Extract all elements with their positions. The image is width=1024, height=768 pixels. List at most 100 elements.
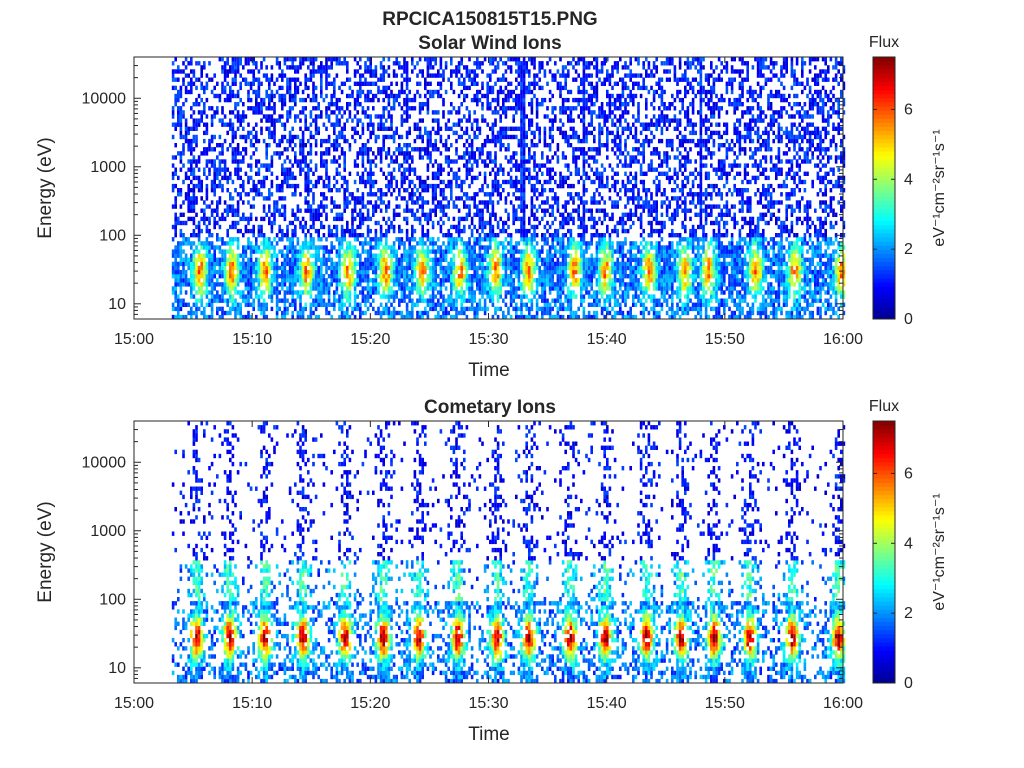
heatmap-cell — [546, 298, 549, 303]
heatmap-cell — [265, 175, 268, 181]
heatmap-cell — [299, 245, 302, 250]
heatmap-cell — [528, 151, 531, 156]
heatmap-cell — [255, 241, 258, 246]
heatmap-cell — [424, 286, 427, 291]
heatmap-cell — [538, 294, 541, 299]
heatmap-cell — [444, 306, 448, 312]
heatmap-cell — [460, 286, 463, 291]
heatmap-cell — [512, 253, 515, 258]
heatmap-cell — [434, 249, 437, 254]
heatmap-cell — [502, 143, 505, 148]
heatmap-cell — [210, 286, 214, 291]
heatmap-cell — [179, 89, 183, 95]
heatmap-cell — [177, 265, 180, 271]
heatmap-cell — [229, 118, 232, 123]
heatmap-cell — [418, 126, 422, 131]
heatmap-cell — [496, 298, 500, 303]
heatmap-cell — [470, 122, 474, 127]
heatmap-cell — [460, 57, 463, 62]
heatmap-cell — [366, 93, 370, 99]
heatmap-cell — [366, 106, 370, 111]
heatmap-cell — [221, 81, 224, 86]
heatmap-cell — [192, 134, 196, 140]
heatmap-cell — [400, 89, 404, 95]
heatmap-cell — [522, 85, 526, 91]
heatmap-cell — [242, 233, 245, 238]
heatmap-cell — [239, 228, 242, 234]
heatmap-cell — [327, 57, 331, 62]
heatmap-cell — [216, 212, 219, 217]
heatmap-cell — [294, 175, 297, 181]
heatmap-cell — [489, 224, 492, 230]
heatmap-cell — [525, 114, 528, 119]
heatmap-cell — [283, 212, 287, 217]
heatmap-cell — [210, 241, 214, 246]
heatmap-cell — [486, 97, 489, 103]
heatmap-cell — [330, 61, 333, 66]
heatmap-cell — [234, 237, 237, 242]
heatmap-cell — [192, 138, 196, 144]
heatmap-cell — [174, 306, 177, 312]
heatmap-cell — [366, 228, 370, 234]
heatmap-cell — [236, 175, 240, 181]
heatmap-cell — [216, 220, 219, 226]
heatmap-cell — [533, 159, 536, 164]
heatmap-cell — [343, 269, 346, 275]
heatmap-cell — [260, 282, 263, 287]
heatmap-cell — [424, 188, 427, 193]
heatmap-cell — [434, 57, 437, 62]
heatmap-cell — [392, 298, 396, 303]
heatmap-cell — [338, 57, 341, 62]
heatmap-cell — [239, 97, 242, 103]
heatmap-cell — [239, 85, 242, 91]
heatmap-cell — [473, 69, 476, 74]
heatmap-cell — [281, 274, 284, 279]
heatmap-cell — [395, 155, 398, 160]
heatmap-cell — [333, 245, 336, 250]
heatmap-cell — [405, 310, 409, 316]
heatmap-cell — [179, 130, 183, 136]
heatmap-cell — [257, 85, 261, 91]
heatmap-cell — [177, 65, 180, 70]
heatmap-cell — [525, 261, 528, 267]
heatmap-cell — [291, 106, 294, 111]
heatmap-cell — [229, 110, 232, 115]
heatmap-cell — [270, 212, 274, 217]
heatmap-cell — [499, 196, 502, 201]
heatmap-cell — [229, 257, 232, 262]
heatmap-cell — [483, 298, 487, 303]
heatmap-cell — [468, 151, 471, 156]
heatmap-cell — [538, 65, 541, 70]
heatmap-cell — [195, 274, 198, 279]
heatmap-cell — [439, 245, 443, 250]
heatmap-cell — [343, 163, 346, 168]
heatmap-cell — [327, 249, 331, 254]
heatmap-cell — [424, 265, 427, 271]
heatmap-cell — [450, 61, 453, 66]
heatmap-cell — [385, 249, 388, 254]
heatmap-cell — [366, 192, 370, 197]
heatmap-cell — [309, 110, 313, 115]
heatmap-cell — [439, 188, 443, 193]
heatmap-cell — [507, 89, 510, 95]
heatmap-cell — [426, 110, 430, 115]
heatmap-cell — [366, 294, 370, 299]
heatmap-cell — [190, 216, 193, 222]
heatmap-cell — [434, 175, 437, 181]
heatmap-cell — [372, 106, 375, 111]
heatmap-cell — [437, 93, 440, 99]
heatmap-cell — [504, 237, 508, 242]
heatmap-cell — [291, 286, 294, 291]
heatmap-cell — [429, 274, 432, 279]
heatmap-cell — [348, 93, 352, 99]
heatmap-cell — [395, 212, 398, 217]
heatmap-cell — [431, 57, 435, 62]
heatmap-cell — [273, 290, 276, 295]
heatmap-cell — [507, 106, 510, 111]
heatmap-cell — [543, 286, 547, 291]
heatmap-cell — [236, 302, 240, 307]
heatmap-cell — [200, 245, 203, 250]
heatmap-cell — [509, 302, 513, 307]
heatmap-cell — [236, 208, 240, 213]
heatmap-cell — [439, 134, 443, 140]
